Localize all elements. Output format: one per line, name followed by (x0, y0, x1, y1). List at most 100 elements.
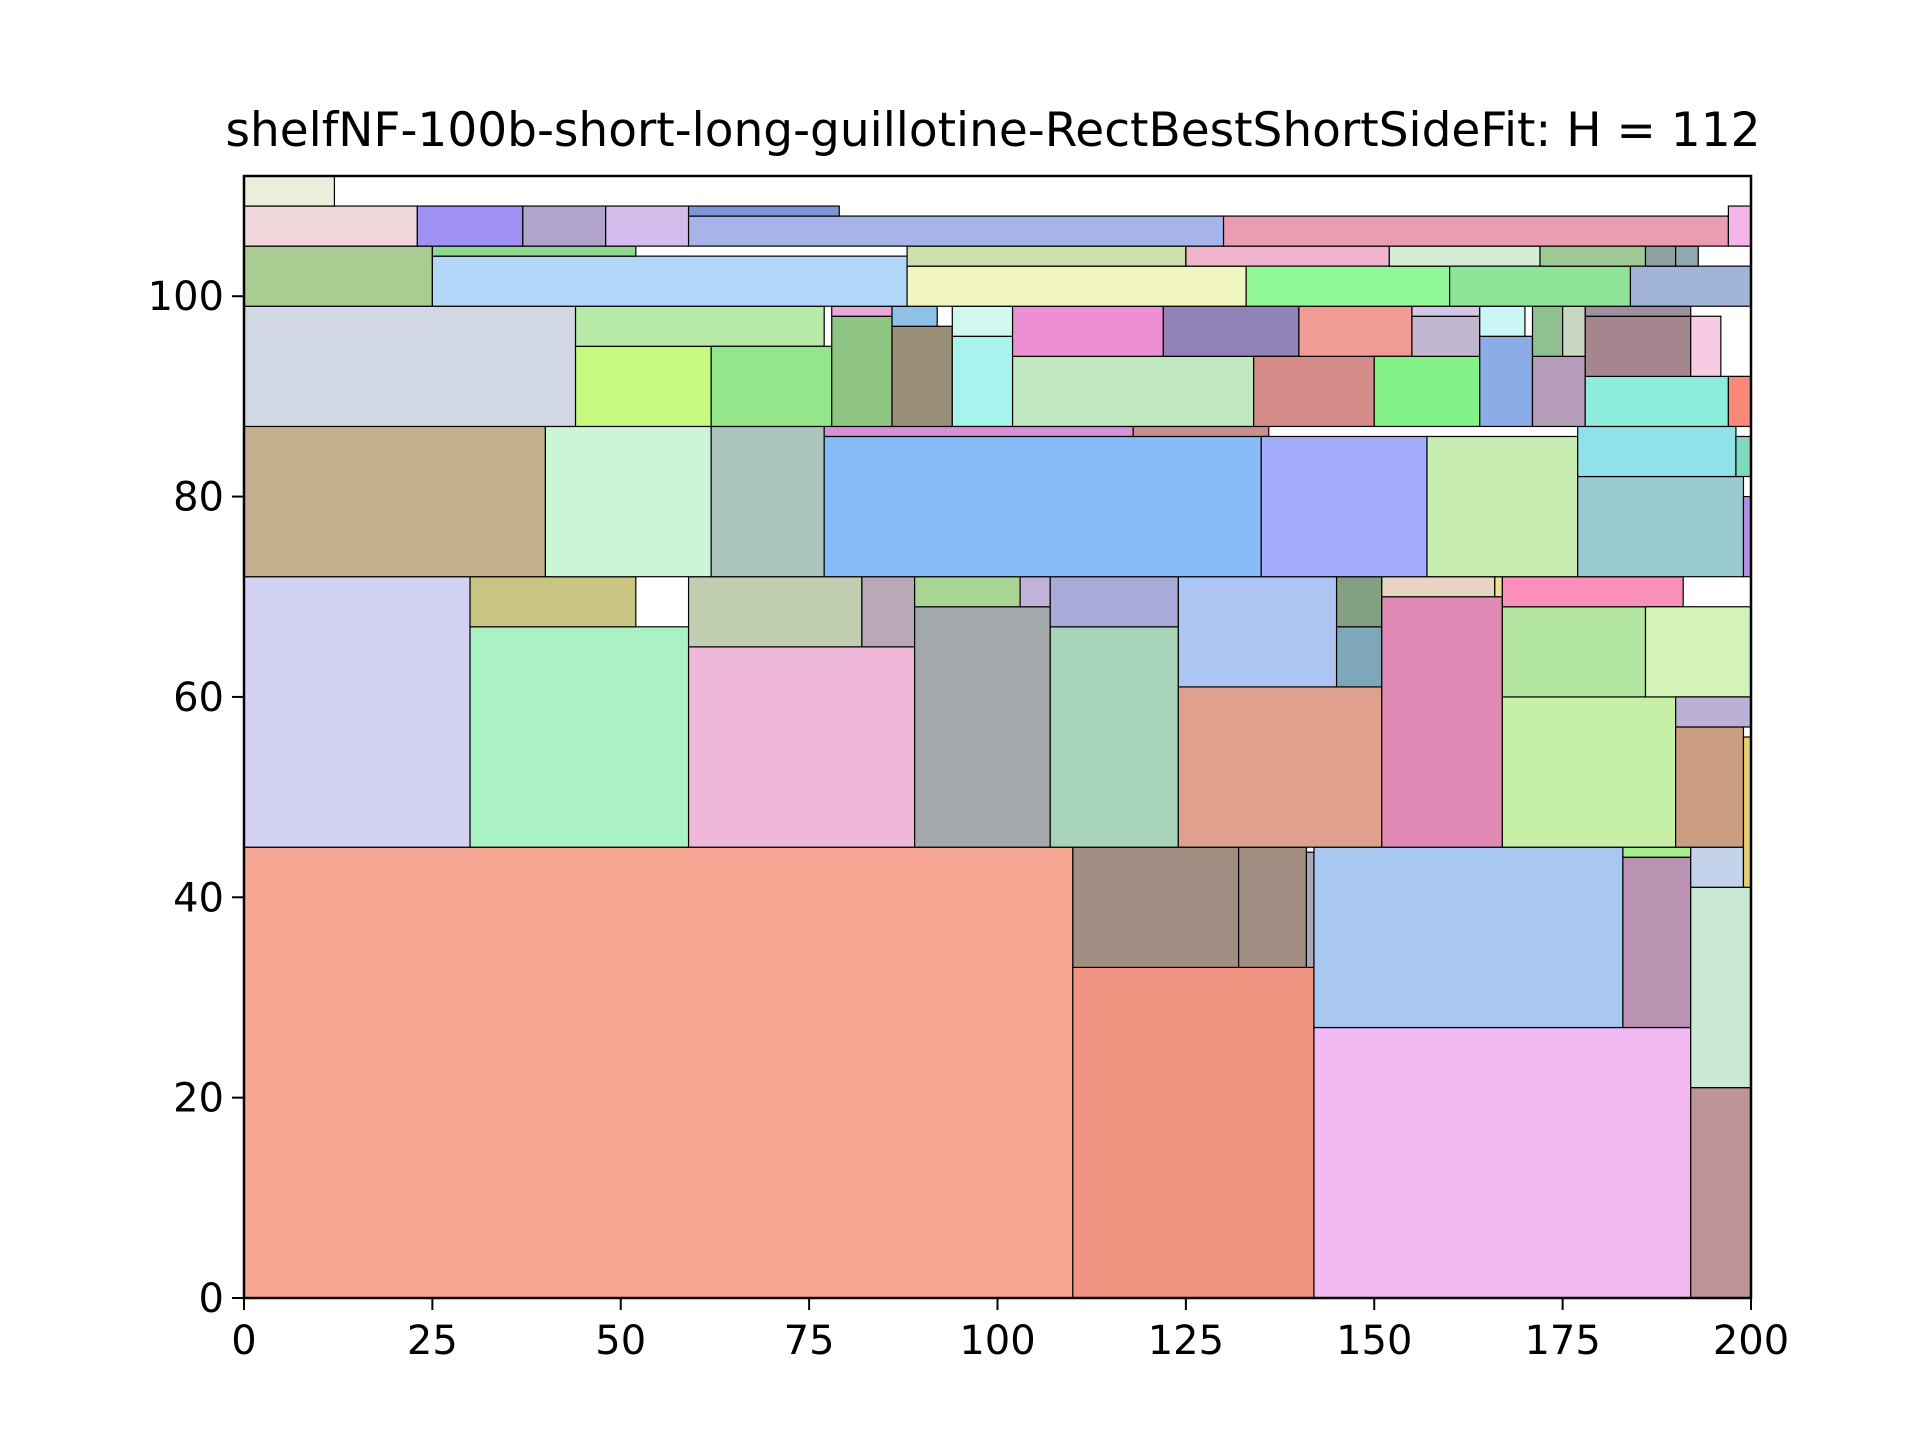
packed-rect-58 (951, 305, 1014, 337)
packed-rect-22 (1049, 576, 1179, 628)
y-tick-label: 80 (173, 475, 224, 521)
packed-rect-26 (1335, 576, 1383, 628)
packed-rect-12 (243, 576, 471, 848)
packed-rect-53 (831, 315, 893, 428)
packed-rect-73 (1584, 315, 1692, 377)
packed-rect-79 (431, 245, 637, 257)
packed-rect-11 (1690, 846, 1745, 888)
packed-rect-61 (1162, 305, 1300, 357)
packed-rect-10 (1690, 886, 1752, 1089)
packed-rect-91 (416, 205, 524, 247)
packed-rect-31 (1501, 606, 1647, 698)
packed-rect-89 (1675, 245, 1699, 267)
packed-rect-64 (1373, 355, 1481, 428)
packed-rect-95 (687, 205, 840, 217)
packed-rect-34 (1675, 726, 1745, 848)
x-axis: 0 25 50 75 100 125 150 175 200 (231, 1298, 1789, 1364)
packed-rect-8 (1622, 856, 1692, 1029)
y-tick-label: 0 (199, 1276, 224, 1322)
packed-rect-69 (1531, 355, 1586, 428)
packed-rect-24 (1177, 576, 1338, 688)
packed-rect-62 (1253, 355, 1375, 428)
packed-rect-20 (1019, 576, 1051, 608)
packed-rect-17 (861, 576, 916, 648)
packed-rect-30 (1501, 696, 1677, 848)
packed-rect-54 (831, 305, 893, 317)
packed-rect-40 (823, 435, 1262, 578)
y-tick-label: 20 (173, 1076, 224, 1122)
packed-rect-60 (1011, 305, 1164, 357)
x-tick-label: 200 (1713, 1318, 1789, 1364)
packed-rect-50 (574, 345, 712, 428)
packed-rect-94 (687, 215, 1225, 247)
packed-rect-57 (951, 335, 1014, 428)
plot-area (242, 174, 1753, 1300)
packed-rect-7 (1313, 846, 1624, 1029)
x-tick-label: 175 (1524, 1318, 1600, 1364)
packed-rect-63 (1298, 305, 1413, 357)
packed-rect-51 (574, 305, 825, 347)
packed-rect-72 (1584, 375, 1729, 428)
packed-rect-15 (687, 646, 916, 848)
y-axis: 0 20 40 60 80 100 (148, 274, 244, 1322)
packed-rect-93 (605, 205, 690, 247)
packed-rect-59 (1011, 355, 1255, 428)
y-tick-label: 40 (173, 875, 224, 921)
packed-rect-75 (1690, 315, 1722, 377)
packed-rect-16 (687, 576, 863, 648)
packed-rect-5 (1238, 846, 1308, 969)
packed-rect-77 (243, 245, 433, 307)
packed-rect-65 (1411, 315, 1481, 357)
packed-rect-80 (906, 265, 1247, 307)
packed-rect-47 (1735, 435, 1752, 478)
packed-rect-43 (1260, 435, 1428, 578)
packed-rect-56 (891, 305, 938, 327)
packed-rect-39 (710, 425, 825, 578)
packed-rect-37 (243, 425, 546, 578)
packed-rect-49 (243, 305, 577, 428)
packed-rect-27 (1381, 596, 1503, 848)
packed-rect-70 (1531, 305, 1564, 357)
packed-rect-9 (1622, 846, 1692, 858)
packed-rect-92 (522, 205, 607, 247)
x-tick-label: 25 (407, 1318, 458, 1364)
y-tick-label: 60 (173, 675, 224, 721)
packed-rect-46 (1577, 425, 1737, 478)
x-tick-label: 125 (1148, 1318, 1224, 1364)
packed-rect-21 (1049, 626, 1179, 848)
packed-rect-28 (1381, 576, 1496, 598)
packed-rect-25 (1335, 626, 1383, 688)
packed-rect-52 (710, 345, 833, 428)
packed-rect-55 (891, 325, 953, 428)
packed-rect-14 (469, 576, 637, 628)
packed-rect-32 (1501, 576, 1684, 608)
packed-rect-0 (243, 846, 1074, 1299)
packed-rect-6 (1305, 851, 1315, 969)
packed-rect-68 (1479, 305, 1526, 337)
packed-rect-83 (1245, 265, 1451, 307)
packed-rect-97 (1727, 205, 1752, 247)
packed-rect-2 (1313, 1026, 1692, 1299)
packed-rect-33 (1644, 606, 1752, 698)
packed-rect-3 (1690, 1087, 1752, 1299)
packed-rect-41 (823, 425, 1134, 438)
packed-rect-29 (1494, 576, 1503, 598)
x-tick-label: 0 (231, 1318, 256, 1364)
packed-rect-82 (1185, 245, 1390, 267)
packed-rect-96 (1222, 215, 1729, 247)
packed-rect-74 (1584, 305, 1692, 317)
packed-rect-86 (1539, 245, 1647, 267)
x-tick-label: 100 (959, 1318, 1035, 1364)
packed-rect-76 (1727, 375, 1752, 428)
packed-rect-23 (1177, 686, 1383, 848)
chart-title: shelfNF-100b-short-long-guillotine-RectB… (225, 103, 1760, 158)
packed-rect-88 (1644, 245, 1677, 267)
packed-rect-42 (1132, 425, 1270, 438)
packed-rect-84 (1388, 245, 1541, 267)
packed-rect-38 (544, 425, 712, 578)
x-tick-label: 150 (1336, 1318, 1412, 1364)
y-tick-label: 100 (148, 274, 224, 320)
packed-rect-35 (1675, 696, 1752, 728)
packed-rect-78 (431, 255, 908, 307)
